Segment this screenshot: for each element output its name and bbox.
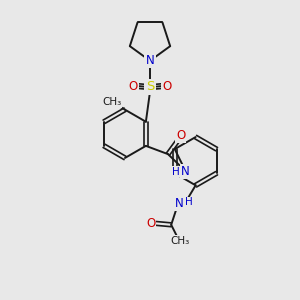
Text: N: N bbox=[175, 197, 184, 210]
Text: H: H bbox=[172, 167, 180, 177]
Text: O: O bbox=[176, 129, 185, 142]
Text: O: O bbox=[146, 217, 155, 230]
Text: H: H bbox=[185, 197, 193, 207]
Text: O: O bbox=[162, 80, 171, 93]
Text: S: S bbox=[146, 80, 154, 93]
Text: CH₃: CH₃ bbox=[102, 97, 121, 107]
Text: N: N bbox=[146, 54, 154, 67]
Text: O: O bbox=[129, 80, 138, 93]
Text: CH₃: CH₃ bbox=[170, 236, 190, 246]
Text: N: N bbox=[181, 165, 190, 178]
